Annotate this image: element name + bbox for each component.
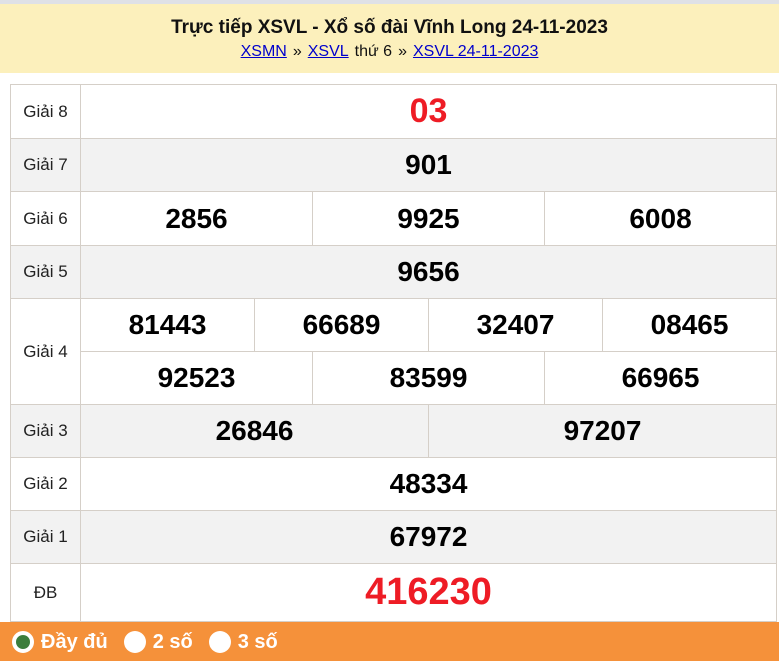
prize-number: 03 — [79, 84, 778, 139]
prize-number: 2856 — [80, 191, 313, 246]
prize-number: 08465 — [601, 298, 778, 352]
breadcrumb-separator: » — [292, 42, 302, 60]
table-row-giai-4-line-2: 92523 83599 66965 — [11, 351, 778, 405]
prize-number: 901 — [79, 138, 778, 192]
table-row-giai-1: Giải 1 67972 — [10, 510, 778, 564]
breadcrumb-separator: » — [398, 42, 407, 60]
table-row-giai-2: Giải 2 48334 — [10, 457, 778, 511]
prize-label-giai-1: Giải 1 — [10, 510, 81, 564]
prize-number: 81443 — [80, 298, 255, 352]
results-table: Giải 8 03 Giải 7 901 Giải 6 2856 9925 60… — [10, 84, 778, 622]
prize-number: 97207 — [427, 404, 778, 458]
breadcrumb: XSMN » XSVL thứ 6 » XSVL 24-11-2023 — [0, 42, 779, 62]
prize-label-giai-2: Giải 2 — [10, 457, 81, 511]
prize-label-giai-3: Giải 3 — [10, 404, 81, 458]
prize-label-giai-7: Giải 7 — [10, 138, 81, 192]
radio-selected-icon[interactable] — [12, 630, 34, 653]
prize-label-giai-6: Giải 6 — [10, 191, 81, 246]
prize-number: 92523 — [80, 351, 313, 405]
prize-number: 48334 — [79, 457, 778, 511]
prize-number: 83599 — [312, 351, 545, 405]
prize-label-db: ĐB — [10, 563, 81, 622]
table-row-giai-5: Giải 5 9656 — [10, 245, 778, 299]
page-title: Trực tiếp XSVL - Xổ số đài Vĩnh Long 24-… — [171, 16, 608, 38]
display-mode-bar: Đầy đủ 2 số 3 số — [0, 622, 779, 661]
prize-number: 416230 — [79, 563, 778, 622]
breadcrumb-text-weekday: thứ 6 — [354, 42, 393, 60]
breadcrumb-link-xsmn[interactable]: XSMN — [240, 42, 287, 60]
prize-number: 26846 — [80, 404, 429, 458]
radio-option-label: 2 số — [152, 630, 193, 653]
prize-number: 9656 — [79, 245, 778, 299]
radio-option-full[interactable]: Đầy đủ — [12, 630, 108, 653]
prize-number: 32407 — [428, 298, 603, 352]
prize-number: 9925 — [312, 191, 545, 246]
table-row-giai-6: Giải 6 2856 9925 6008 — [10, 191, 778, 246]
prize-number: 66689 — [254, 298, 429, 352]
page-header: Trực tiếp XSVL - Xổ số đài Vĩnh Long 24-… — [0, 4, 779, 73]
prize-label-giai-5: Giải 5 — [10, 245, 81, 299]
breadcrumb-link-date[interactable]: XSVL 24-11-2023 — [412, 42, 539, 60]
prize-number: 67972 — [79, 510, 778, 564]
breadcrumb-link-xsvl[interactable]: XSVL — [307, 42, 349, 60]
table-row-giai-4: Giải 4 81443 66689 32407 08465 — [10, 298, 778, 405]
top-strip — [0, 0, 779, 4]
radio-unselected-icon[interactable] — [123, 630, 146, 653]
prize-label-giai-4: Giải 4 — [10, 298, 81, 405]
radio-option-3-digits[interactable]: 3 số — [208, 630, 278, 653]
table-row-db: ĐB 416230 — [10, 563, 778, 622]
radio-option-2-digits[interactable]: 2 số — [123, 630, 193, 653]
results-table-container: Giải 8 03 Giải 7 901 Giải 6 2856 9925 60… — [10, 84, 778, 622]
prize-number: 6008 — [543, 191, 778, 246]
radio-unselected-icon[interactable] — [208, 630, 231, 653]
table-row-giai-7: Giải 7 901 — [10, 138, 778, 192]
table-row-giai-8: Giải 8 03 — [10, 84, 778, 139]
table-row-giai-3: Giải 3 26846 97207 — [10, 404, 778, 458]
radio-option-label: Đầy đủ — [41, 630, 108, 653]
prize-label-giai-8: Giải 8 — [10, 84, 81, 139]
radio-option-label: 3 số — [237, 630, 278, 653]
prize-number: 66965 — [543, 351, 778, 405]
